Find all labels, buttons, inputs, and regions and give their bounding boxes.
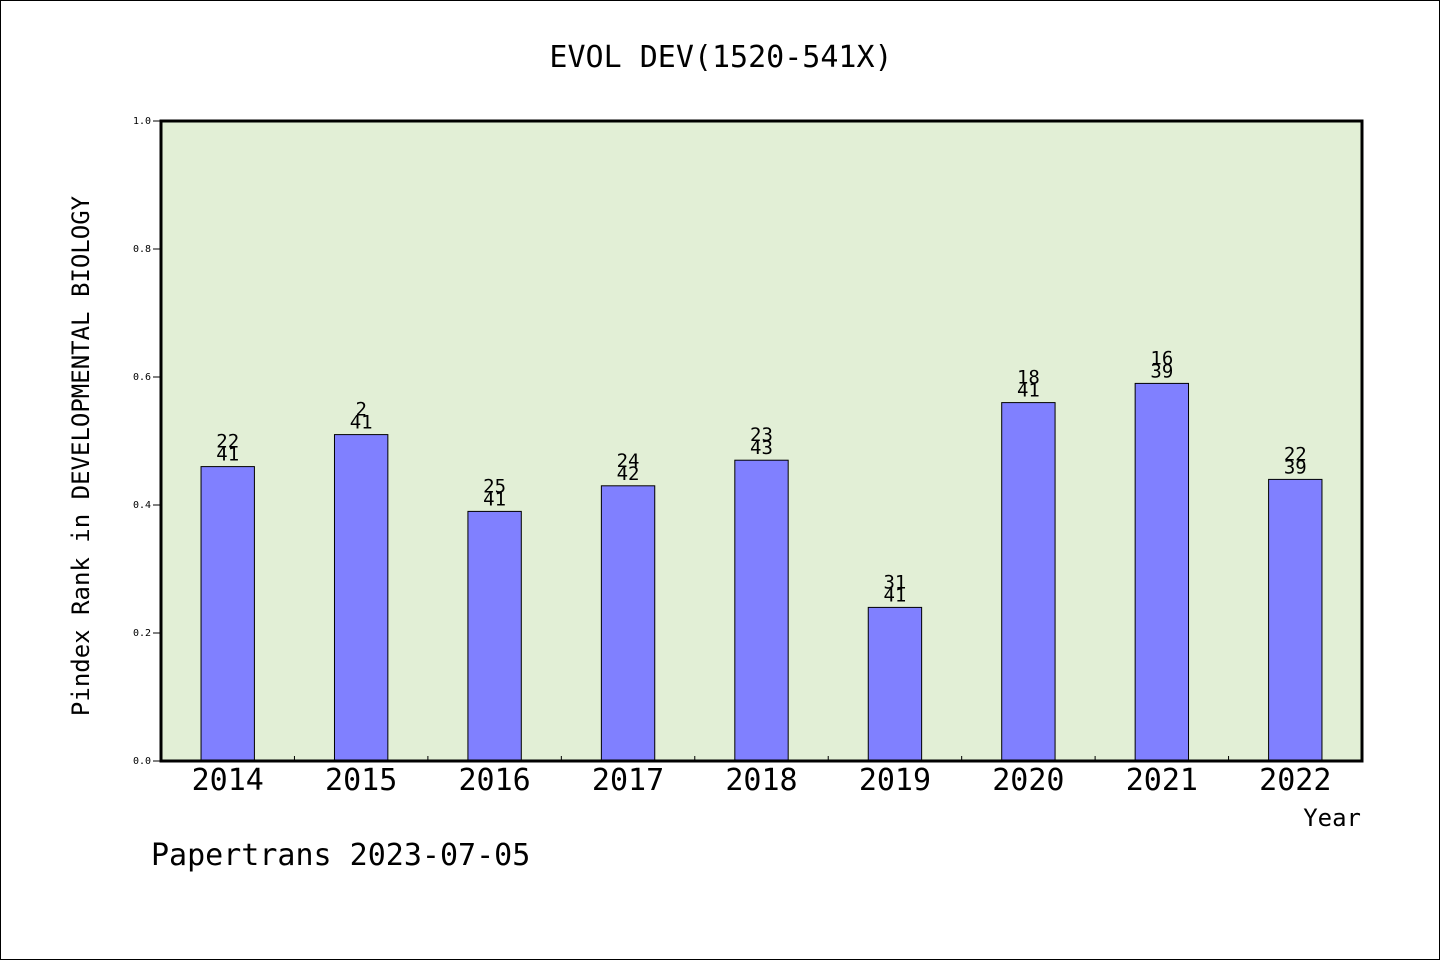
y-tick-label: 0.2 <box>133 628 151 639</box>
bar-2018 <box>734 459 789 762</box>
x-tick-label-2022: 2022 <box>1259 763 1331 798</box>
x-tick-label-2018: 2018 <box>725 763 797 798</box>
bar-rank-label-2014: 22 <box>216 431 239 453</box>
x-tick-label-2016: 2016 <box>458 763 530 798</box>
x-tick-label-2014: 2014 <box>192 763 264 798</box>
bar-rank-label-2018: 23 <box>750 424 773 446</box>
footer-text: Papertrans 2023-07-05 <box>151 838 530 873</box>
x-tick-label-2017: 2017 <box>592 763 664 798</box>
y-tick-label: 1.0 <box>133 116 151 127</box>
y-tick-label: 0.8 <box>133 244 151 255</box>
bar-rank-label-2017: 24 <box>617 450 640 472</box>
y-axis-label: Pindex Rank in DEVELOPMENTAL BIOLOGY <box>67 195 95 716</box>
bar-rank-label-2020: 18 <box>1017 367 1040 389</box>
bar-rank-label-2019: 31 <box>883 571 906 593</box>
bar-2016 <box>467 510 522 762</box>
bar-total-label-2017: 42 <box>617 463 640 485</box>
y-tick-label: 0.6 <box>133 372 151 383</box>
bar-2022 <box>1268 478 1323 762</box>
plot-border <box>159 119 1364 763</box>
bars-group <box>200 382 1323 762</box>
bar-rank-label-2022: 22 <box>1284 443 1307 465</box>
x-tick-label-2015: 2015 <box>325 763 397 798</box>
bar-total-label-2014: 41 <box>216 444 239 466</box>
bar-rank-label-2021: 16 <box>1150 347 1173 369</box>
x-axis: 2014 2015 2016 2017 2018 2019 2020 2021 2022 <box>192 756 1331 798</box>
bar-total-label-2020: 41 <box>1017 380 1040 402</box>
bar-total-label-2022: 39 <box>1284 456 1307 478</box>
bar-total-label-2021: 39 <box>1150 360 1173 382</box>
chart-title: EVOL DEV(1520-541X) <box>549 40 892 75</box>
bar-total-label-2015: 41 <box>350 412 373 434</box>
y-axis: 0.0 0.2 0.4 0.6 0.8 1.0 <box>133 116 161 767</box>
bar-2017 <box>600 485 656 762</box>
y-tick-label: 0.4 <box>133 500 151 511</box>
x-tick-label-2019: 2019 <box>859 763 931 798</box>
y-tick-label: 0.0 <box>133 756 151 767</box>
bar-2014 <box>200 466 255 762</box>
bar-rank-label-2016: 25 <box>483 475 506 497</box>
bar-2019 <box>867 606 923 762</box>
bar-rank-label-2015: 2 <box>355 399 366 421</box>
bar-total-label-2018: 43 <box>750 437 773 459</box>
bar-total-label-2019: 41 <box>883 584 906 606</box>
bar-2015 <box>333 434 389 762</box>
x-tick-label-2020: 2020 <box>992 763 1064 798</box>
x-axis-label: Year <box>1303 804 1361 832</box>
x-tick-label-2021: 2021 <box>1126 763 1198 798</box>
bar-2020 <box>1001 402 1056 762</box>
bar-total-label-2016: 41 <box>483 488 506 510</box>
bar-2021 <box>1134 382 1190 762</box>
